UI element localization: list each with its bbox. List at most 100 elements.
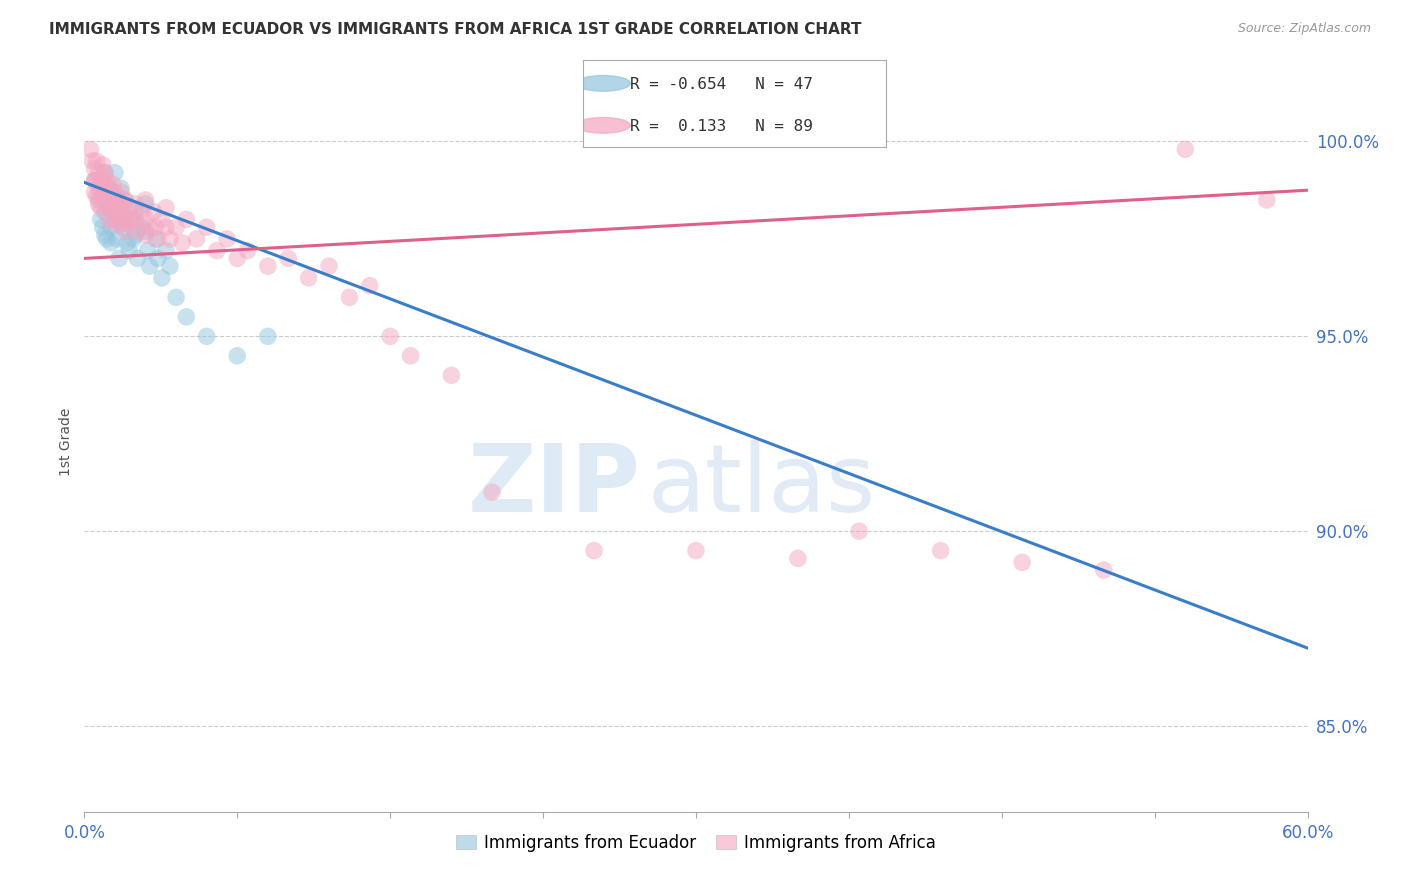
- Point: [257, 329, 280, 343]
- Point: [146, 252, 169, 266]
- Point: [359, 278, 381, 293]
- Point: [104, 216, 127, 230]
- Point: [86, 189, 108, 203]
- Point: [124, 212, 146, 227]
- Point: [90, 201, 112, 215]
- Point: [135, 193, 157, 207]
- Point: [104, 189, 127, 203]
- Point: [104, 166, 127, 180]
- Point: [1174, 142, 1197, 156]
- Point: [86, 173, 108, 187]
- Point: [205, 244, 228, 258]
- Point: [165, 290, 187, 304]
- Point: [142, 204, 165, 219]
- Point: [122, 212, 145, 227]
- Point: [87, 181, 110, 195]
- Point: [104, 212, 127, 227]
- Point: [195, 329, 218, 343]
- Point: [87, 193, 110, 207]
- Point: [155, 201, 177, 215]
- Legend: Immigrants from Ecuador, Immigrants from Africa: Immigrants from Ecuador, Immigrants from…: [451, 829, 941, 856]
- Point: [118, 201, 141, 215]
- Point: [257, 259, 280, 273]
- Point: [83, 161, 105, 176]
- Point: [90, 173, 112, 187]
- Point: [146, 232, 169, 246]
- Point: [787, 551, 810, 566]
- Point: [91, 158, 114, 172]
- Point: [114, 193, 136, 207]
- Point: [97, 212, 120, 227]
- Point: [114, 216, 136, 230]
- Point: [87, 197, 110, 211]
- Point: [155, 244, 177, 258]
- Point: [118, 244, 141, 258]
- Point: [96, 189, 118, 203]
- Point: [115, 235, 138, 250]
- Point: [91, 173, 114, 187]
- Point: [172, 235, 194, 250]
- Point: [100, 189, 122, 203]
- Point: [145, 220, 167, 235]
- Point: [159, 232, 181, 246]
- Text: R =  0.133   N = 89: R = 0.133 N = 89: [630, 119, 813, 134]
- Point: [104, 201, 127, 215]
- Point: [114, 193, 136, 207]
- Point: [155, 220, 177, 235]
- Point: [685, 543, 707, 558]
- Point: [83, 185, 105, 199]
- Point: [124, 227, 146, 242]
- Point: [380, 329, 402, 343]
- Point: [186, 232, 208, 246]
- Point: [91, 220, 114, 235]
- Text: ZIP: ZIP: [468, 440, 641, 532]
- Point: [101, 178, 124, 192]
- Point: [100, 220, 122, 235]
- Point: [135, 224, 157, 238]
- Point: [108, 201, 131, 215]
- Point: [1092, 563, 1115, 577]
- Point: [97, 197, 120, 211]
- Point: [226, 349, 249, 363]
- Point: [93, 166, 115, 180]
- Point: [112, 212, 135, 227]
- Point: [105, 232, 128, 246]
- Point: [174, 310, 197, 324]
- Point: [100, 204, 122, 219]
- Point: [96, 232, 118, 246]
- Point: [481, 485, 503, 500]
- Point: [96, 173, 118, 187]
- Point: [110, 185, 132, 199]
- Point: [93, 181, 115, 195]
- Point: [114, 224, 136, 238]
- Point: [120, 212, 142, 227]
- Point: [101, 193, 124, 207]
- Point: [110, 201, 132, 215]
- Point: [122, 232, 145, 246]
- Point: [165, 220, 187, 235]
- Point: [929, 543, 952, 558]
- Point: [217, 232, 239, 246]
- Point: [131, 204, 153, 219]
- Text: R = -0.654   N = 47: R = -0.654 N = 47: [630, 77, 813, 92]
- Point: [127, 252, 149, 266]
- Text: Source: ZipAtlas.com: Source: ZipAtlas.com: [1237, 22, 1371, 36]
- Point: [100, 235, 122, 250]
- Point: [90, 212, 112, 227]
- Point: [159, 259, 181, 273]
- Point: [1011, 555, 1033, 569]
- Text: atlas: atlas: [647, 440, 876, 532]
- Point: [399, 349, 422, 363]
- Point: [135, 197, 157, 211]
- Point: [110, 201, 132, 215]
- Point: [108, 216, 131, 230]
- Point: [82, 153, 104, 168]
- Point: [138, 259, 160, 273]
- Point: [110, 181, 132, 195]
- Point: [136, 244, 159, 258]
- Point: [101, 193, 124, 207]
- Point: [104, 185, 127, 199]
- Point: [108, 252, 131, 266]
- Point: [93, 166, 115, 180]
- Point: [127, 224, 149, 238]
